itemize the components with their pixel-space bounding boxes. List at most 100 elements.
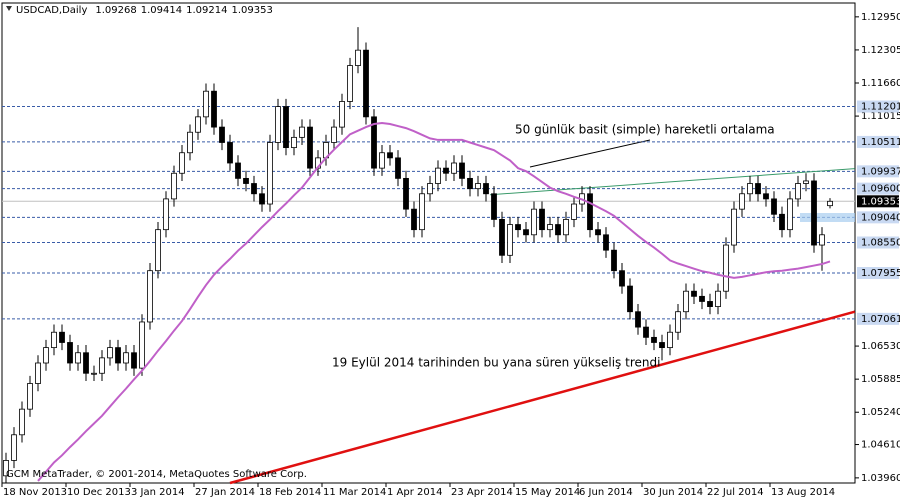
x-tick-label: 3 Jan 2014 bbox=[131, 487, 185, 498]
candle-body bbox=[251, 183, 257, 195]
x-tick-label: 30 Jun 2014 bbox=[643, 487, 703, 498]
level-label: 1.09937 bbox=[861, 166, 900, 177]
candle-body bbox=[35, 362, 41, 384]
candle-body bbox=[811, 180, 817, 246]
candle-body bbox=[483, 183, 489, 195]
x-tick-label: 10 Dec 2013 bbox=[67, 487, 131, 498]
candle-body bbox=[595, 229, 601, 236]
x-tick-label: 6 Jun 2014 bbox=[579, 487, 633, 498]
header-value: USDCAD,Daily bbox=[16, 5, 87, 16]
candle-body bbox=[403, 177, 409, 210]
price-label: 1.09353 bbox=[861, 196, 900, 207]
candle-body bbox=[243, 177, 249, 184]
x-tick-label: 11 Mar 2014 bbox=[323, 487, 386, 498]
candle-body bbox=[155, 229, 161, 272]
level-label-box bbox=[857, 135, 899, 148]
candle-body bbox=[715, 290, 721, 307]
y-tick-label: 1.12305 bbox=[861, 45, 900, 56]
y-tick-label: 1.04610 bbox=[861, 440, 900, 451]
chart-header: USDCAD,Daily 1.09268 1.09414 1.09214 1.09353 bbox=[16, 5, 273, 16]
candle-body bbox=[115, 347, 121, 364]
level-label: 1.07955 bbox=[861, 268, 900, 279]
candle-body bbox=[539, 208, 545, 231]
candle-body bbox=[667, 331, 673, 349]
trendline bbox=[489, 168, 855, 196]
candle-body bbox=[475, 183, 481, 190]
candle-body bbox=[259, 193, 265, 205]
candle-body bbox=[339, 101, 345, 128]
candle-body bbox=[299, 126, 305, 138]
candle-body bbox=[395, 157, 401, 179]
moving-average bbox=[37, 121, 831, 482]
candle-body bbox=[195, 116, 201, 133]
y-tick-label: 1.05885 bbox=[861, 374, 900, 385]
candle-body bbox=[203, 90, 209, 118]
y-tick-label: 1.03960 bbox=[861, 473, 900, 484]
annotation-pointer bbox=[529, 139, 651, 168]
candle-body bbox=[99, 357, 105, 374]
candle-body bbox=[787, 198, 793, 231]
candle-body bbox=[59, 331, 65, 343]
header-value: 1.09414 bbox=[141, 5, 182, 16]
y-tick-label: 1.12950 bbox=[861, 12, 900, 23]
level-label-box bbox=[857, 100, 899, 113]
candle-body bbox=[275, 106, 281, 143]
x-tick-label: 18 Nov 2013 bbox=[3, 487, 67, 498]
candle-body bbox=[739, 193, 745, 210]
candle-body bbox=[707, 301, 713, 307]
candle-body bbox=[627, 285, 633, 313]
level-label-box bbox=[857, 267, 899, 279]
candle-body bbox=[11, 434, 17, 461]
candle-body bbox=[387, 152, 393, 159]
candle-body bbox=[355, 49, 361, 66]
candle-body bbox=[571, 203, 577, 220]
annotation: 19 Eylül 2014 tarihinden bu yana süren y… bbox=[332, 356, 660, 370]
candle-body bbox=[75, 352, 81, 364]
candle-body bbox=[499, 219, 505, 256]
candle-body bbox=[91, 372, 97, 375]
candle-body bbox=[211, 90, 217, 128]
candle-body bbox=[795, 183, 801, 200]
candle-body bbox=[27, 383, 33, 410]
candle-body bbox=[235, 162, 241, 179]
candle-body bbox=[747, 183, 753, 195]
candle-body bbox=[459, 162, 465, 179]
candle-body bbox=[227, 142, 233, 164]
candle-body bbox=[139, 321, 145, 369]
candle-body bbox=[331, 126, 337, 143]
level-label: 1.09040 bbox=[861, 212, 900, 223]
level-label: 1.09600 bbox=[861, 184, 900, 195]
candle-body bbox=[427, 183, 433, 195]
trendline bbox=[229, 310, 856, 485]
candle-body bbox=[699, 295, 705, 302]
candle-body bbox=[531, 208, 537, 236]
candle-body bbox=[67, 342, 73, 364]
candle-body bbox=[419, 193, 425, 231]
candle-body bbox=[43, 347, 49, 364]
candle-body bbox=[219, 126, 225, 143]
level-label-box bbox=[857, 182, 899, 195]
candle-body bbox=[555, 224, 561, 236]
candle-body bbox=[19, 408, 25, 436]
candle-body bbox=[411, 208, 417, 231]
plot-frame bbox=[1, 2, 856, 484]
level-label-box bbox=[857, 236, 899, 249]
candle-body bbox=[467, 177, 473, 190]
candle-body bbox=[587, 193, 593, 231]
candle-body bbox=[803, 180, 809, 184]
candle-body bbox=[363, 49, 369, 118]
level-label: 1.11201 bbox=[861, 102, 900, 113]
y-tick-label: 1.11015 bbox=[861, 111, 900, 122]
candle-body bbox=[163, 198, 169, 231]
candle-body bbox=[131, 352, 137, 369]
x-tick-label: 23 Apr 2014 bbox=[451, 487, 513, 498]
level-label-box bbox=[857, 312, 899, 325]
level-label-box bbox=[857, 211, 899, 224]
candle-body bbox=[267, 142, 273, 205]
x-tick-label: 13 Aug 2014 bbox=[771, 487, 835, 498]
candle-body bbox=[603, 234, 609, 251]
candle-body bbox=[819, 234, 825, 246]
x-tick-label: 22 Jul 2014 bbox=[707, 487, 764, 498]
candle-body bbox=[283, 106, 289, 149]
